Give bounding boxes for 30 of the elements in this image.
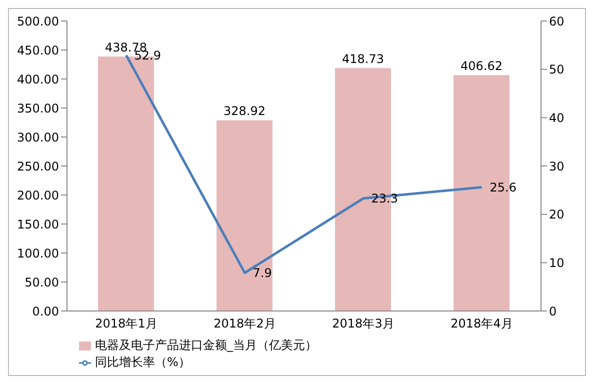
y2-tick-label: 60 [549,14,564,28]
x-tick-label: 2018年3月 [332,316,394,331]
y-tick-label: 350.00 [17,101,59,116]
x-tick-label: 2018年4月 [450,316,513,331]
y2-tick-label: 0 [549,304,557,318]
y2-tick-label: 10 [549,256,564,270]
y-tick-label: 500.00 [17,14,59,28]
x-tick-label: 2018年1月 [95,316,158,331]
y-tick-label: 50.00 [24,275,59,290]
data-label: 25.6 [490,180,516,195]
y2-tick-label: 50 [549,62,564,77]
y-tick-label: 450.00 [17,43,59,58]
y-tick-label: 250.00 [17,159,59,174]
y2-tick-label: 30 [549,159,564,174]
data-label: 7.9 [252,266,272,280]
data-label: 406.62 [460,59,502,74]
y2-tick-label: 20 [549,208,564,222]
y-tick-label: 300.00 [17,130,59,144]
data-label: 328.92 [224,104,266,118]
legend-label: 同比增长率（%） [95,355,190,369]
legend-label: 电器及电子产品进口金额_当月（亿美元） [95,338,317,352]
bar [216,120,272,311]
y-tick-label: 0.00 [32,304,59,318]
y-tick-label: 400.00 [17,72,59,86]
y-tick-label: 100.00 [17,246,59,260]
x-tick-label: 2018年2月 [214,316,276,331]
y2-tick-label: 40 [549,110,564,125]
y-tick-label: 200.00 [17,188,59,202]
y-tick-label: 150.00 [17,217,59,232]
data-label: 418.73 [342,52,384,66]
